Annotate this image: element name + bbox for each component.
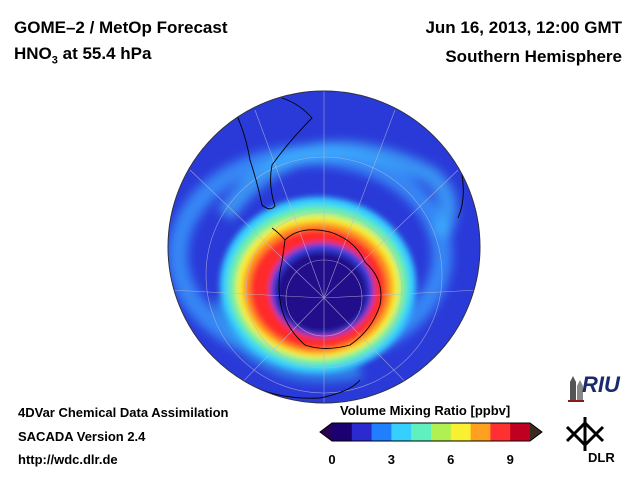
hemisphere-label: Southern Hemisphere xyxy=(445,47,622,66)
colorbar-segment xyxy=(431,423,452,441)
colorbar-segment xyxy=(490,423,511,441)
antarctic-peninsula xyxy=(271,227,286,241)
graticule xyxy=(169,91,479,403)
colorbar-segment xyxy=(411,423,432,441)
colorbar-title: Volume Mixing Ratio [ppbv] xyxy=(340,403,511,418)
antarctica-coast xyxy=(278,229,382,349)
colorbar-tick-label: 0 xyxy=(328,452,336,467)
dlr-logo-icon xyxy=(565,417,605,451)
colorbar-segment xyxy=(371,423,392,441)
species-subscript: 3 xyxy=(51,54,58,67)
colorbar-segment xyxy=(391,423,412,441)
south-america-coast xyxy=(231,97,313,210)
colorbar-tick-label: 6 xyxy=(447,452,455,467)
colorbar xyxy=(319,422,543,442)
forecast-date: Jun 16, 2013, 12:00 GMT xyxy=(425,18,622,37)
colorbar-tick-label: 9 xyxy=(506,452,514,467)
riu-logo-icon xyxy=(568,376,584,402)
footer-url[interactable]: http://wdc.dlr.de xyxy=(18,452,118,467)
species-level: HNO3 at 55.4 hPa xyxy=(14,44,151,66)
colorbar-segment xyxy=(351,423,373,441)
colorbar-underflow-arrow xyxy=(320,423,332,441)
colorbar-outline xyxy=(319,422,543,442)
upper-teal-arc xyxy=(217,141,457,240)
colorbar-segment xyxy=(510,423,531,441)
colorbar-segment xyxy=(470,423,491,441)
footer-method: 4DVar Chemical Data Assimilation xyxy=(18,405,229,420)
pressure-level: at 55.4 hPa xyxy=(57,44,152,63)
colorbar-tick-label: 3 xyxy=(387,452,396,467)
riu-logo-text: RIU xyxy=(582,372,620,397)
footer-version: SACADA Version 2.4 xyxy=(18,429,146,444)
title: GOME–2 / MetOp Forecast xyxy=(14,18,228,37)
colorbar-overflow-arrow xyxy=(530,423,542,441)
colorbar-segment xyxy=(332,423,353,441)
species-name: HNO xyxy=(14,44,52,63)
dlr-logo-text: DLR xyxy=(588,450,615,465)
globe-outline xyxy=(167,90,481,404)
colorbar-segment xyxy=(450,423,472,441)
